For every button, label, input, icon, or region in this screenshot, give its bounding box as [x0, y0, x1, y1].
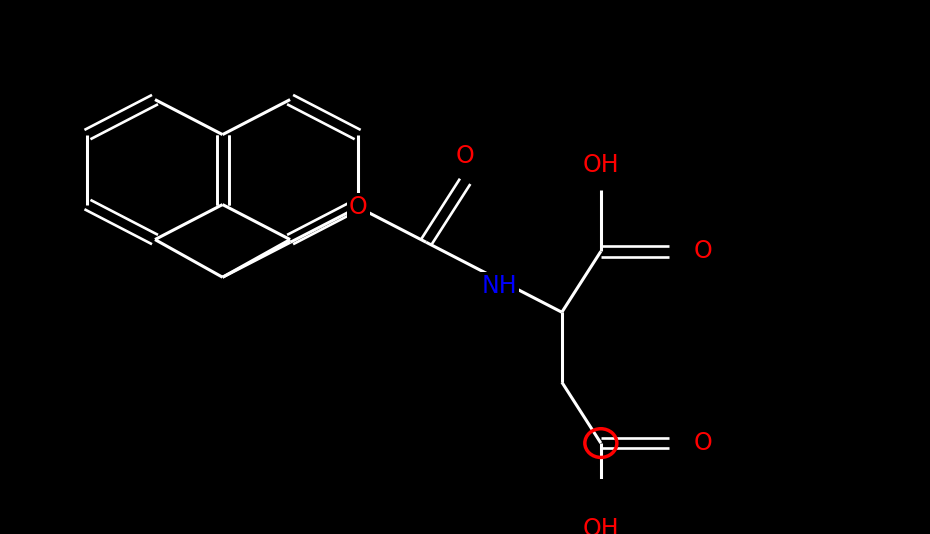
Text: OH: OH: [582, 153, 619, 177]
Text: O: O: [694, 239, 712, 263]
Text: NH: NH: [481, 274, 517, 298]
Text: O: O: [349, 195, 367, 219]
Text: O: O: [694, 431, 712, 455]
Text: OH: OH: [582, 517, 619, 534]
Text: O: O: [456, 144, 474, 168]
